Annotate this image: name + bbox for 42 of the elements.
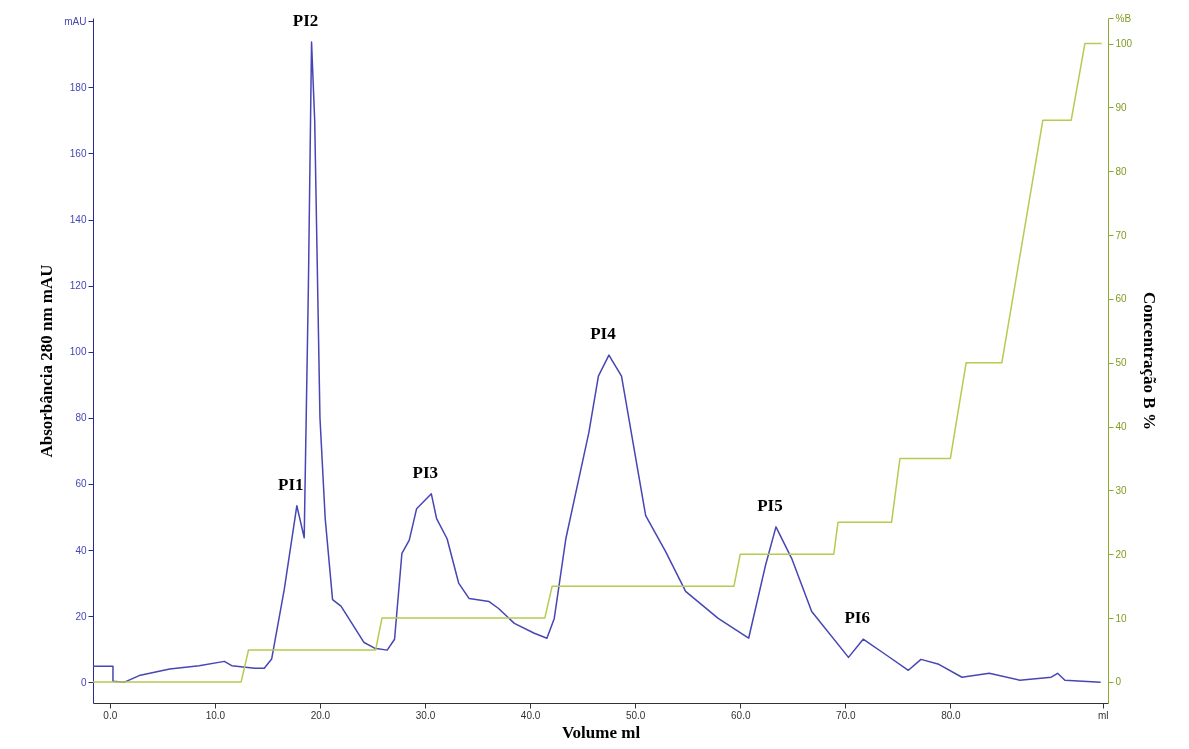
y-tick-label: mAU [64, 15, 87, 27]
x-tick-label: 70.0 [836, 709, 856, 721]
y2-tick-label: 70 [1115, 229, 1128, 241]
y-tick-label: 40 [75, 544, 87, 556]
annotation: PI6 [844, 608, 870, 628]
annotation: PI4 [590, 324, 617, 344]
y-tick-label: 140 [69, 214, 87, 226]
x-tick-label: 10.0 [205, 709, 226, 721]
y-tick-label: 120 [69, 280, 87, 292]
x-tick-label: 20.0 [310, 709, 331, 721]
x-tick-label: 0.0 [103, 709, 118, 721]
y2-tick-label: 100 [1115, 38, 1133, 50]
y2-tick-label: 40 [1115, 421, 1128, 433]
y2-tick-label: 50 [1115, 357, 1128, 369]
x-tick-label: ml [1097, 709, 1109, 721]
y2-tick-label: 80 [1115, 165, 1128, 177]
x-axis-title: Volume ml [561, 722, 641, 742]
y2-tick-label: 0 [1115, 676, 1122, 688]
annotation: PI2 [292, 11, 319, 31]
y2-tick-label: 60 [1115, 293, 1128, 305]
x-tick-label: 60.0 [731, 709, 751, 721]
annotation: PI5 [757, 495, 783, 515]
y-tick-label: 0 [80, 676, 87, 688]
y2-tick-label: 20 [1115, 548, 1128, 560]
x-tick-label: 80.0 [941, 709, 962, 721]
y-tick-label: 180 [69, 81, 87, 93]
x-tick-label: 30.0 [415, 709, 436, 721]
y-axis-title: Absorbância 280 nm mAU [37, 264, 57, 458]
y-tick-label: 60 [75, 478, 87, 490]
y2-axis-title: Concentração B % [1140, 292, 1160, 430]
y-tick-label: 100 [69, 346, 87, 358]
x-tick-label: 50.0 [625, 709, 646, 721]
y2-tick-label: %B [1115, 12, 1132, 24]
y2-tick-label: 10 [1115, 612, 1128, 624]
annotation: PI1 [278, 474, 304, 494]
y2-tick-label: 30 [1115, 484, 1128, 496]
y-tick-label: 160 [69, 147, 87, 159]
x-tick-label: 40.0 [520, 709, 541, 721]
y-tick-label: 80 [75, 412, 87, 424]
annotation: PI3 [412, 462, 439, 482]
y2-tick-label: 90 [1115, 101, 1128, 113]
y-tick-label: 20 [75, 610, 87, 622]
